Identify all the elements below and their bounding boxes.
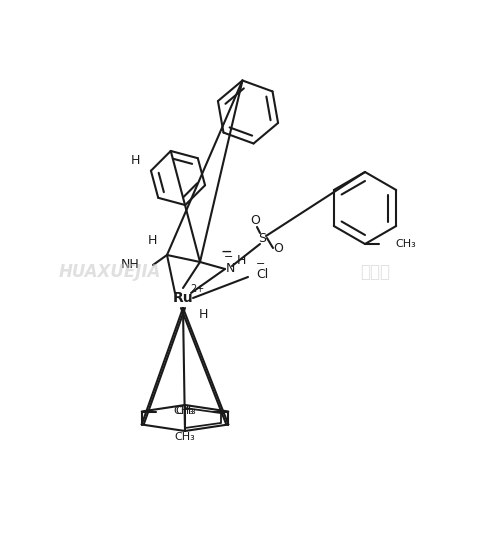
Text: CH₃: CH₃ bbox=[395, 239, 416, 249]
Text: −: − bbox=[224, 252, 234, 262]
Text: H: H bbox=[236, 255, 246, 268]
Text: Ru: Ru bbox=[173, 291, 193, 305]
Text: HUAXUEJIA: HUAXUEJIA bbox=[59, 263, 161, 281]
Text: CH₃: CH₃ bbox=[176, 406, 196, 417]
Text: N: N bbox=[225, 263, 235, 275]
Text: H: H bbox=[198, 307, 208, 320]
Text: S: S bbox=[258, 232, 266, 244]
Text: CH₃: CH₃ bbox=[175, 432, 195, 442]
Text: −: − bbox=[256, 259, 265, 269]
Text: Cl: Cl bbox=[256, 269, 268, 281]
Text: 2+: 2+ bbox=[190, 284, 204, 294]
Text: CH₃: CH₃ bbox=[174, 406, 194, 417]
Text: 化学加: 化学加 bbox=[360, 263, 390, 281]
Text: O: O bbox=[273, 242, 283, 255]
Text: O: O bbox=[250, 213, 260, 226]
Text: NH: NH bbox=[121, 258, 140, 271]
Text: H: H bbox=[131, 154, 141, 168]
Text: H: H bbox=[147, 233, 156, 246]
